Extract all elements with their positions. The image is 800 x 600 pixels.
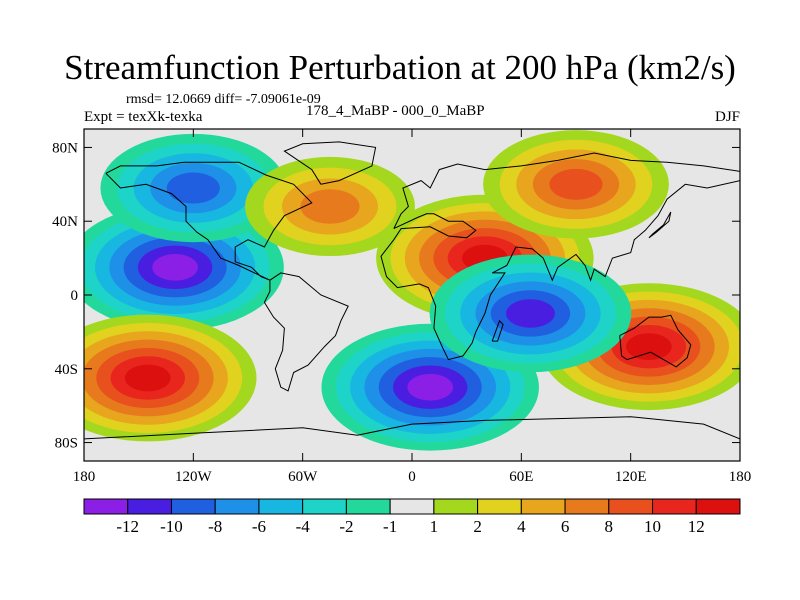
coastline <box>619 314 692 368</box>
contour-band <box>407 373 454 401</box>
colorbar-swatch <box>564 498 610 515</box>
contour-band <box>124 364 171 392</box>
x-tick-label: 120W <box>175 469 213 485</box>
colorbar-label: -2 <box>339 517 353 536</box>
contour-band <box>300 189 360 224</box>
y-tick-label: 80S <box>55 436 78 452</box>
colorbar-label: -4 <box>296 517 311 536</box>
colorbar-label: 6 <box>561 517 570 536</box>
y-tick-label: 40S <box>55 362 78 378</box>
contour-band <box>549 168 603 200</box>
colorbar-swatch <box>345 498 391 515</box>
y-axis: 80N 40N 0 40S 80S <box>52 140 740 452</box>
colorbar-swatch <box>652 498 697 515</box>
colorbar-swatch <box>214 498 260 515</box>
x-axis: 180 120W 60W 0 60E 120E 180 <box>73 129 752 485</box>
colorbar-label: 4 <box>517 517 526 536</box>
contour-band <box>152 253 198 281</box>
contour-band <box>626 333 672 360</box>
contour-field <box>84 129 740 461</box>
coastline-overlay <box>84 141 740 440</box>
x-tick-label: 60E <box>509 469 533 485</box>
x-tick-label: 180 <box>73 469 96 485</box>
colorbar-swatch <box>83 498 129 515</box>
x-tick-label: 180 <box>729 469 752 485</box>
y-tick-label: 0 <box>71 288 79 304</box>
coastline <box>263 272 349 392</box>
colorbar: -12 -10 -8 -6 -4 -2 -1 1 2 4 6 8 10 12 <box>83 498 741 536</box>
colorbar-label: -6 <box>252 517 266 536</box>
feature-positive-north-asia <box>483 130 669 239</box>
season-label: DJF <box>714 109 740 125</box>
feature-positive-north-atlantic <box>245 156 415 257</box>
difference-label: 178_4_MaBP - 000_0_MaBP <box>306 103 485 119</box>
colorbar-swatch <box>695 498 741 515</box>
colorbar-swatch <box>170 498 216 515</box>
x-tick-label: 60W <box>288 469 318 485</box>
colorbar-label: 8 <box>605 517 614 536</box>
x-tick-label: 0 <box>408 469 416 485</box>
colorbar-label: 2 <box>473 517 482 536</box>
colorbar-swatch <box>520 498 566 515</box>
y-tick-label: 80N <box>52 140 78 156</box>
colorbar-label: 1 <box>430 517 439 536</box>
colorbar-swatch <box>389 498 435 515</box>
coastline <box>84 416 740 440</box>
y-tick-label: 40N <box>52 214 78 230</box>
contour-band <box>506 299 555 328</box>
colorbar-label: 12 <box>688 517 705 536</box>
coastline <box>491 319 504 342</box>
colorbar-swatch <box>477 498 522 515</box>
coastline <box>105 161 313 281</box>
feature-positive-south-pacific <box>84 314 257 442</box>
colorbar-swatch <box>302 498 347 515</box>
coastline <box>648 211 672 239</box>
colorbar-swatch <box>127 498 172 515</box>
chart-title: Streamfunction Perturbation at 200 hPa (… <box>64 48 736 87</box>
x-tick-label: 120E <box>615 469 647 485</box>
colorbar-swatch <box>258 498 304 515</box>
feature-negative-indian-ocean <box>429 254 632 373</box>
colorbar-label: 10 <box>644 517 661 536</box>
colorbar-swatch <box>608 498 654 515</box>
coastline <box>380 152 740 361</box>
colorbar-label: -12 <box>116 517 139 536</box>
stats-line: rmsd= 12.0669 diff= -7.09061e-09 <box>126 92 321 107</box>
colorbar-label: -8 <box>208 517 222 536</box>
experiment-label: Expt = texXk-texka <box>84 109 203 125</box>
colorbar-label: -10 <box>160 517 183 536</box>
colorbar-swatch <box>433 498 479 515</box>
colorbar-label: -1 <box>383 517 397 536</box>
coastline <box>283 141 377 185</box>
contour-band <box>166 172 220 204</box>
